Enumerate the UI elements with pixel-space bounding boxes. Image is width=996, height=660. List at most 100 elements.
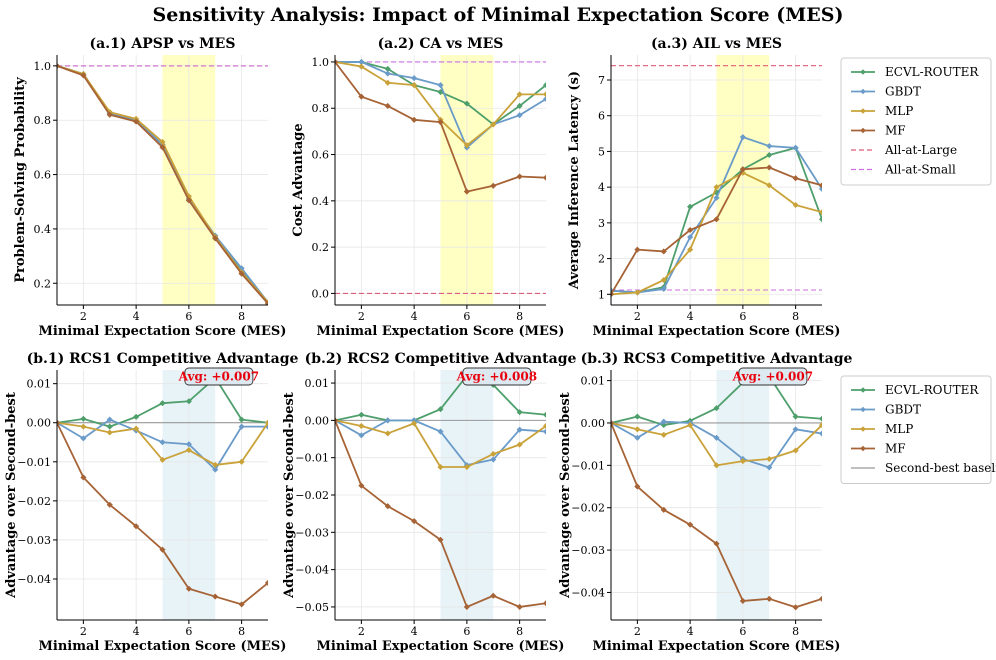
x-tick-label: 2 bbox=[358, 625, 365, 638]
point-ecvl-router bbox=[818, 415, 822, 422]
x-tick-label: 6 bbox=[739, 310, 746, 323]
point-ecvl-router bbox=[792, 413, 799, 420]
point-ecvl-router bbox=[542, 411, 546, 418]
point-mf bbox=[634, 483, 641, 490]
series-group bbox=[335, 372, 546, 611]
point-mlp bbox=[660, 431, 667, 438]
x-tick-label: 2 bbox=[634, 310, 641, 323]
point-mf bbox=[660, 248, 667, 255]
y-tick-label: 0.2 bbox=[34, 277, 52, 290]
x-tick-label: 6 bbox=[739, 625, 746, 638]
point-mf bbox=[212, 235, 219, 242]
y-tick-label: −0.02 bbox=[17, 495, 51, 508]
point-mlp bbox=[792, 201, 799, 209]
legend-marker-ecvl-router bbox=[860, 69, 866, 75]
point-mf bbox=[57, 419, 61, 426]
point-ecvl-router bbox=[358, 411, 365, 418]
point-mlp bbox=[713, 183, 720, 191]
point-ecvl-router bbox=[132, 413, 140, 421]
y-tick-label: −0.03 bbox=[571, 544, 605, 557]
point-mf bbox=[463, 188, 471, 195]
point-mf bbox=[238, 270, 245, 277]
point-ecvl-router bbox=[686, 203, 694, 210]
x-axis-label: Minimal Expectation Score (MES) bbox=[39, 324, 287, 339]
point-mlp bbox=[437, 463, 444, 471]
figure-suptitle: Sensitivity Analysis: Impact of Minimal … bbox=[153, 4, 844, 26]
point-mf bbox=[437, 118, 444, 126]
point-gbdt bbox=[159, 439, 166, 446]
y-axis-label: Advantage over Second-best bbox=[4, 392, 19, 599]
y-tick-label: −0.01 bbox=[17, 456, 51, 469]
point-mf bbox=[159, 546, 166, 553]
legend-label-ecvl-router: ECVL-ROUTER bbox=[885, 65, 979, 79]
point-mlp bbox=[490, 121, 497, 128]
point-mlp bbox=[542, 91, 546, 98]
y-axis-label: Average Inference Latency (s) bbox=[567, 71, 582, 290]
point-mlp bbox=[660, 276, 667, 284]
point-mf bbox=[818, 182, 822, 189]
legend-label-mf: MF bbox=[885, 124, 906, 138]
point-mf bbox=[264, 579, 268, 587]
legend-label-all-at-large: All-at-Large bbox=[884, 143, 957, 157]
point-gbdt bbox=[634, 434, 641, 441]
panel-title: (b.2) RCS2 Competitive Advantage bbox=[305, 351, 577, 367]
point-mf bbox=[739, 597, 747, 605]
point-mf bbox=[660, 506, 667, 513]
y-tick-label: 0.8 bbox=[312, 102, 330, 115]
point-mf bbox=[686, 521, 694, 528]
x-axis-label: Minimal Expectation Score (MES) bbox=[593, 324, 841, 339]
x-tick-label: 4 bbox=[411, 310, 418, 323]
y-tick-label: −0.01 bbox=[295, 452, 329, 465]
legend-frame bbox=[840, 375, 992, 484]
x-tick-label: 8 bbox=[792, 310, 799, 323]
y-tick-label: −0.04 bbox=[17, 573, 51, 586]
point-mf bbox=[57, 62, 61, 70]
point-gbdt bbox=[490, 456, 497, 463]
x-tick-label: 4 bbox=[687, 310, 694, 323]
point-mlp bbox=[490, 450, 497, 458]
legend-marker-ecvl-router bbox=[860, 387, 866, 393]
point-mlp bbox=[185, 446, 193, 454]
point-gbdt bbox=[358, 432, 365, 439]
point-mf bbox=[686, 226, 694, 234]
point-mf bbox=[437, 536, 444, 543]
y-tick-label: 0.4 bbox=[34, 223, 52, 236]
point-mf bbox=[264, 300, 268, 305]
point-mf bbox=[159, 144, 166, 151]
y-tick-label: −0.04 bbox=[295, 564, 329, 577]
y-axis-label: Advantage over Second-best bbox=[282, 392, 297, 599]
legend-top: ECVL-ROUTER GBDT MLP MF All-at-Large All-at-S… bbox=[840, 57, 992, 186]
point-mlp bbox=[686, 246, 694, 253]
x-tick-label: 4 bbox=[133, 625, 140, 638]
point-mlp bbox=[106, 429, 113, 436]
y-tick-label: −0.03 bbox=[17, 534, 51, 547]
point-mlp bbox=[634, 289, 641, 296]
legend-marker-mf bbox=[860, 127, 866, 134]
point-mf bbox=[238, 601, 245, 608]
avg-label: Avg: +0.007 bbox=[732, 370, 813, 384]
point-mf bbox=[132, 118, 140, 125]
y-tick-label: 3 bbox=[598, 217, 605, 230]
avg-box bbox=[184, 367, 254, 386]
point-ecvl-router bbox=[185, 398, 193, 405]
y-tick-label: 2 bbox=[598, 253, 605, 266]
point-mlp bbox=[358, 63, 365, 70]
point-mf bbox=[358, 482, 365, 489]
point-mf bbox=[106, 501, 113, 508]
panels: 2 4 6 8 0.2 0.4 0.6 0.8 1.0 (a.1) APSP vs MES Mini… bbox=[4, 36, 852, 654]
y-tick-label: −0.04 bbox=[571, 586, 605, 599]
x-axis-label: Minimal Expectation Score (MES) bbox=[317, 324, 565, 339]
legend-label-gbdt: GBDT bbox=[885, 403, 921, 417]
y-tick-label: 0.01 bbox=[581, 375, 606, 388]
point-mf bbox=[384, 503, 391, 510]
point-mlp bbox=[542, 422, 546, 430]
point-mf bbox=[185, 197, 193, 204]
y-tick-label: 0.01 bbox=[27, 378, 52, 391]
point-mlp bbox=[358, 422, 365, 430]
point-mlp bbox=[739, 457, 747, 465]
y-tick-label: 0.6 bbox=[312, 149, 330, 162]
point-ecvl-router bbox=[106, 423, 113, 430]
x-tick-label: 4 bbox=[133, 310, 140, 323]
point-mf bbox=[132, 523, 140, 530]
